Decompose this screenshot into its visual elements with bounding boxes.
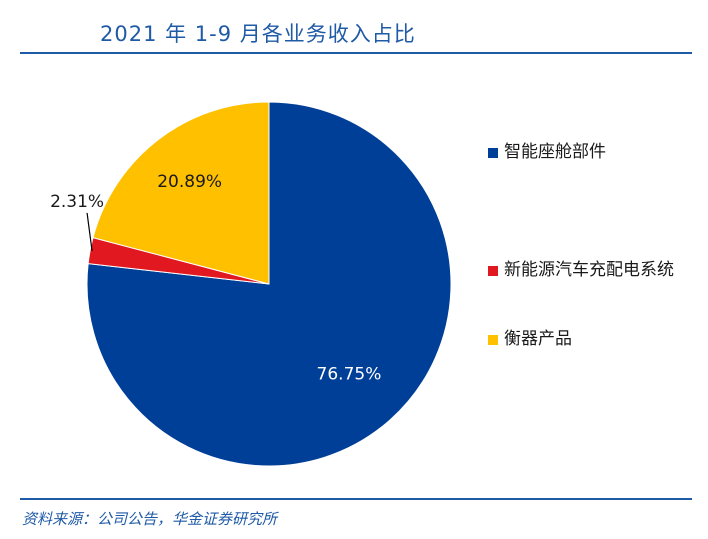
legend-label-cockpit: 智能座舱部件 bbox=[504, 142, 606, 162]
chart-title: 2021 年 1-9 月各业务收入占比 bbox=[100, 22, 416, 46]
legend-swatch-cockpit bbox=[488, 148, 498, 158]
pie-slice-scale bbox=[92, 101, 270, 285]
legend-item-charging: 新能源汽车充配电系统 bbox=[486, 256, 674, 285]
source-note: 资料来源：公司公告，华金证券研究所 bbox=[22, 510, 278, 528]
legend-label-charging: 新能源汽车充配电系统 bbox=[504, 260, 674, 280]
legend-swatch-charging bbox=[488, 266, 498, 276]
pie-label-cockpit: 76.75% bbox=[317, 364, 382, 384]
footer-divider bbox=[20, 498, 692, 500]
pie-slice-cockpit bbox=[86, 101, 452, 467]
pie-label-charging: 2.31% bbox=[50, 192, 104, 212]
legend-swatch-scale bbox=[488, 335, 498, 345]
legend-item-cockpit: 智能座舱部件 bbox=[486, 138, 686, 168]
legend-item-scale: 衡器产品 bbox=[486, 325, 686, 354]
legend-label-scale: 衡器产品 bbox=[504, 329, 572, 349]
pie-label-scale: 20.89% bbox=[157, 172, 222, 192]
legend: 智能座舱部件 新能源汽车充配电系统 衡器产品 bbox=[486, 138, 686, 354]
pie-leader-line-charging bbox=[86, 212, 93, 251]
title-divider bbox=[20, 52, 692, 54]
